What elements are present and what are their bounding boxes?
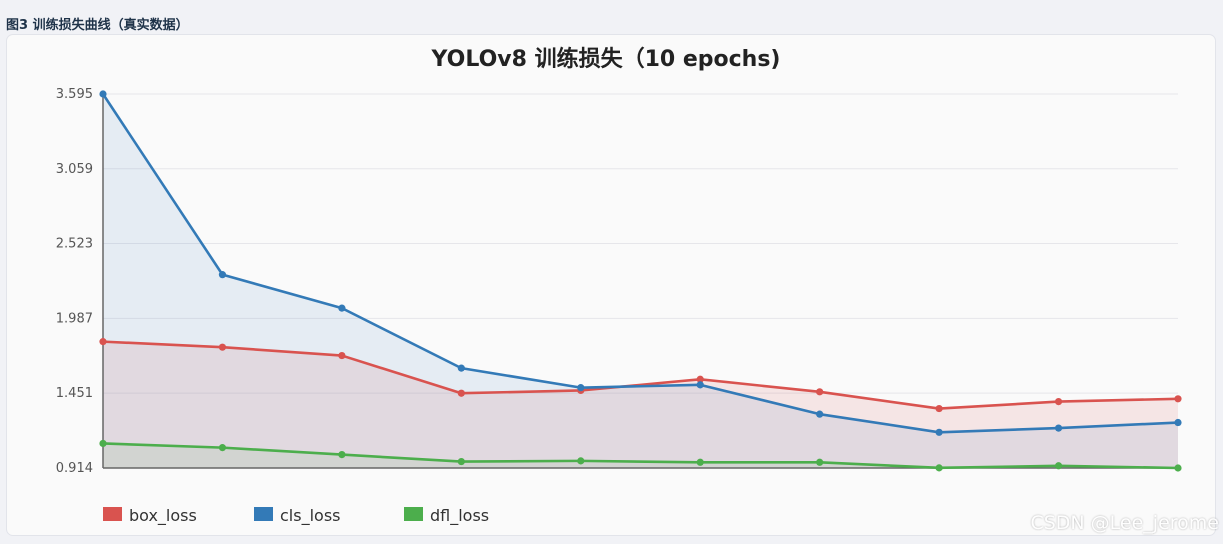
- point-dfl_loss: [457, 457, 465, 466]
- point-cls_loss: [338, 304, 346, 312]
- point-dfl_loss: [935, 464, 943, 472]
- legend-label: box_loss: [129, 506, 197, 526]
- line-dfl_loss: [102, 442, 1179, 470]
- area-cls_loss: [103, 94, 1178, 468]
- point-box_loss: [816, 388, 824, 396]
- point-cls_loss: [1174, 418, 1182, 427]
- legend[interactable]: box_loss cls_loss dfl_loss: [103, 506, 489, 526]
- point-box_loss: [99, 338, 107, 346]
- point-cls_loss: [696, 381, 704, 389]
- legend-swatch: [254, 507, 273, 521]
- point-box_loss: [338, 351, 346, 360]
- point-cls_loss: [457, 364, 465, 372]
- point-cls_loss: [99, 90, 107, 98]
- line-box_loss: [102, 340, 1179, 410]
- point-cls_loss: [218, 271, 227, 279]
- y-tick-label: 3.595: [56, 87, 93, 102]
- legend-label: dfl_loss: [430, 506, 489, 526]
- point-dfl_loss: [218, 444, 227, 452]
- point-cls_loss: [1054, 424, 1063, 432]
- point-box_loss: [457, 389, 465, 397]
- point-dfl_loss: [577, 457, 585, 465]
- legend-item-dfl_loss[interactable]: dfl_loss: [404, 506, 489, 526]
- point-box_loss: [1174, 395, 1182, 403]
- point-box_loss: [696, 375, 704, 383]
- point-dfl_loss: [816, 458, 824, 466]
- point-box_loss: [1054, 397, 1063, 406]
- series-areas: [103, 94, 1178, 468]
- point-box_loss: [218, 343, 227, 351]
- legend-label: cls_loss: [280, 506, 340, 526]
- point-cls_loss: [577, 384, 585, 392]
- area-box_loss: [103, 341, 1178, 468]
- point-dfl_loss: [338, 451, 346, 459]
- y-tick-label: 0.914: [56, 461, 93, 476]
- y-tick-label: 1.451: [56, 386, 93, 401]
- y-tick-label: 2.523: [56, 237, 93, 252]
- point-dfl_loss: [1054, 462, 1063, 470]
- figure-caption: 图3 训练损失曲线（真实数据）: [6, 18, 189, 33]
- point-dfl_loss: [1174, 464, 1182, 472]
- legend-swatch: [103, 507, 122, 521]
- y-tick-label: 3.059: [56, 162, 93, 177]
- point-cls_loss: [935, 428, 943, 436]
- legend-item-box_loss[interactable]: box_loss: [103, 506, 197, 526]
- point-cls_loss: [816, 410, 824, 418]
- chart-card: [6, 34, 1216, 536]
- y-tick-labels: 3.595 3.059 2.523 1.987 1.451 0.914: [56, 87, 93, 476]
- watermark: CSDN @Lee_jerome: [1030, 512, 1219, 534]
- series-lines: [101, 93, 1179, 470]
- legend-item-cls_loss[interactable]: cls_loss: [254, 506, 340, 526]
- y-tick-label: 1.987: [56, 311, 93, 326]
- chart-title: YOLOv8 训练损失（10 epochs): [430, 46, 780, 72]
- series-points: [99, 90, 1182, 472]
- line-cls_loss: [101, 93, 1179, 434]
- point-box_loss: [935, 404, 943, 413]
- point-dfl_loss: [99, 439, 107, 448]
- legend-swatch: [404, 507, 423, 521]
- area-dfl_loss: [103, 443, 1178, 468]
- point-dfl_loss: [696, 458, 704, 466]
